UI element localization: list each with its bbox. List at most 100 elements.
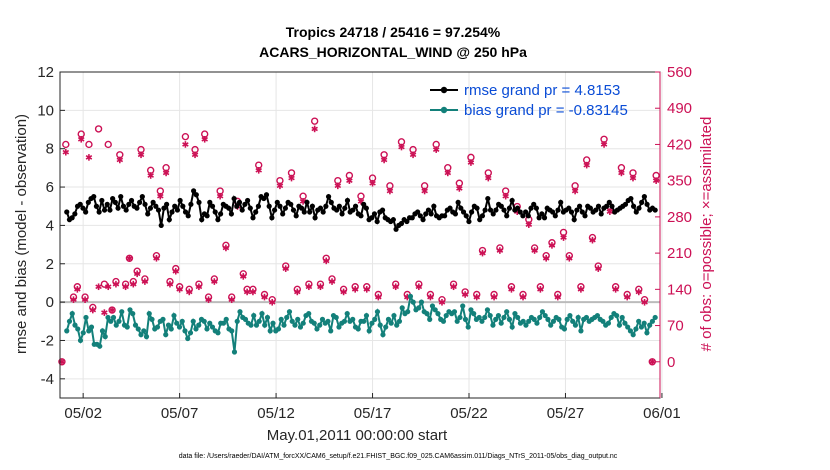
bias-point [146,311,152,317]
bias-point [638,324,645,330]
obs-assimilated-marker [577,286,585,293]
rmse-point [379,207,386,213]
obs-assimilated-marker [398,143,405,151]
rmse-point [447,205,453,211]
bias-point [253,322,260,328]
bias-point [465,324,471,330]
rmse-point [166,217,172,223]
bias-point [633,326,639,332]
bias-point [295,316,301,322]
rmse-point [652,207,658,213]
asterisk-stroke [222,245,230,251]
rmse-point [247,205,253,211]
obs-assimilated-marker [294,288,301,296]
data-file-footer: data file: /Users/raeder/DAI/ATM_forcXX/… [179,453,618,460]
obs-assimilated-marker [243,288,251,296]
rmse-point [509,197,515,204]
rmse-point [595,203,602,209]
rmse-point [228,211,235,217]
obs-assimilated-marker [70,296,77,303]
rmse-point [226,205,232,211]
rmse-point [344,197,351,204]
rmse-point [250,215,256,221]
bias-point [264,314,271,321]
asterisk-stroke [211,279,218,284]
rmse-series [64,188,658,232]
bias-point [72,322,78,328]
asterisk-stroke [649,359,656,365]
obs-assimilated-marker [537,286,544,293]
rmse-point [298,205,305,211]
rmse-point [369,215,375,221]
bias-point [314,326,320,332]
bias-point [471,311,477,317]
bias-point [344,311,350,317]
rmse-point [474,205,480,211]
bias-point [284,314,290,321]
rmse-point [158,222,164,229]
rmse-point [485,195,491,202]
rmse-point [269,215,275,221]
asterisk-stroke [473,294,480,300]
obs-assimilated-marker [635,288,643,296]
obs-assimilated-marker [548,242,556,249]
bias-point [366,328,372,334]
legend-bias-label: bias grand pr = -0.83145 [464,102,628,119]
bias-point [267,328,273,334]
asterisk-stroke [554,294,562,300]
bias-point [526,318,532,324]
bias-point [539,309,546,315]
obs-assimilated-marker [508,286,515,293]
obs-assimilated-marker [147,172,154,179]
bias-point [575,314,581,321]
bias-point [141,328,147,334]
bias-point [69,311,75,317]
rmse-point [147,205,154,211]
bias-point [545,316,551,322]
asterisk-stroke [299,199,307,204]
rmse-point [452,211,459,217]
asterisk-stroke [537,286,544,292]
rmse-point [477,217,483,223]
rmse-point [501,207,507,213]
asterisk-stroke [153,255,160,261]
asterisk-stroke [81,297,89,303]
asterisk-stroke [191,152,199,158]
obs-assimilated-marker [133,270,141,278]
rmse-point [420,217,426,223]
bias-point [350,316,356,322]
rmse-point [80,205,86,211]
bias-point [325,318,331,324]
bias-point [388,320,394,326]
asterisk-stroke [122,284,129,290]
asterisk-stroke [577,286,585,292]
obs-assimilated-marker [77,135,85,143]
rmse-point [188,201,194,207]
obs-assimilated-marker [185,288,193,296]
bias-point [64,328,70,334]
asterisk-stroke [461,292,469,297]
bias-point [490,322,496,328]
asterisk-stroke [490,294,498,300]
rmse-point [288,201,294,207]
bias-point [149,316,155,322]
rmse-point [77,201,83,207]
asterisk-stroke [85,155,93,160]
asterisk-stroke [600,142,608,147]
obs-assimilated-marker [255,167,262,174]
bias-point [328,328,334,334]
rmse-point [404,218,410,225]
bias-point [484,307,491,313]
rmse-point [423,211,429,217]
bias-point [427,316,433,322]
asterisk-stroke [240,274,247,279]
y-tick-label: 10 [37,102,54,119]
bias-point [512,311,518,317]
bias-point [583,314,590,321]
rmse-point [239,207,245,213]
rmse-point [334,207,340,213]
asterisk-stroke [456,186,463,191]
asterisk-stroke [340,289,347,295]
asterisk-stroke [195,284,203,290]
bias-point [487,312,493,319]
